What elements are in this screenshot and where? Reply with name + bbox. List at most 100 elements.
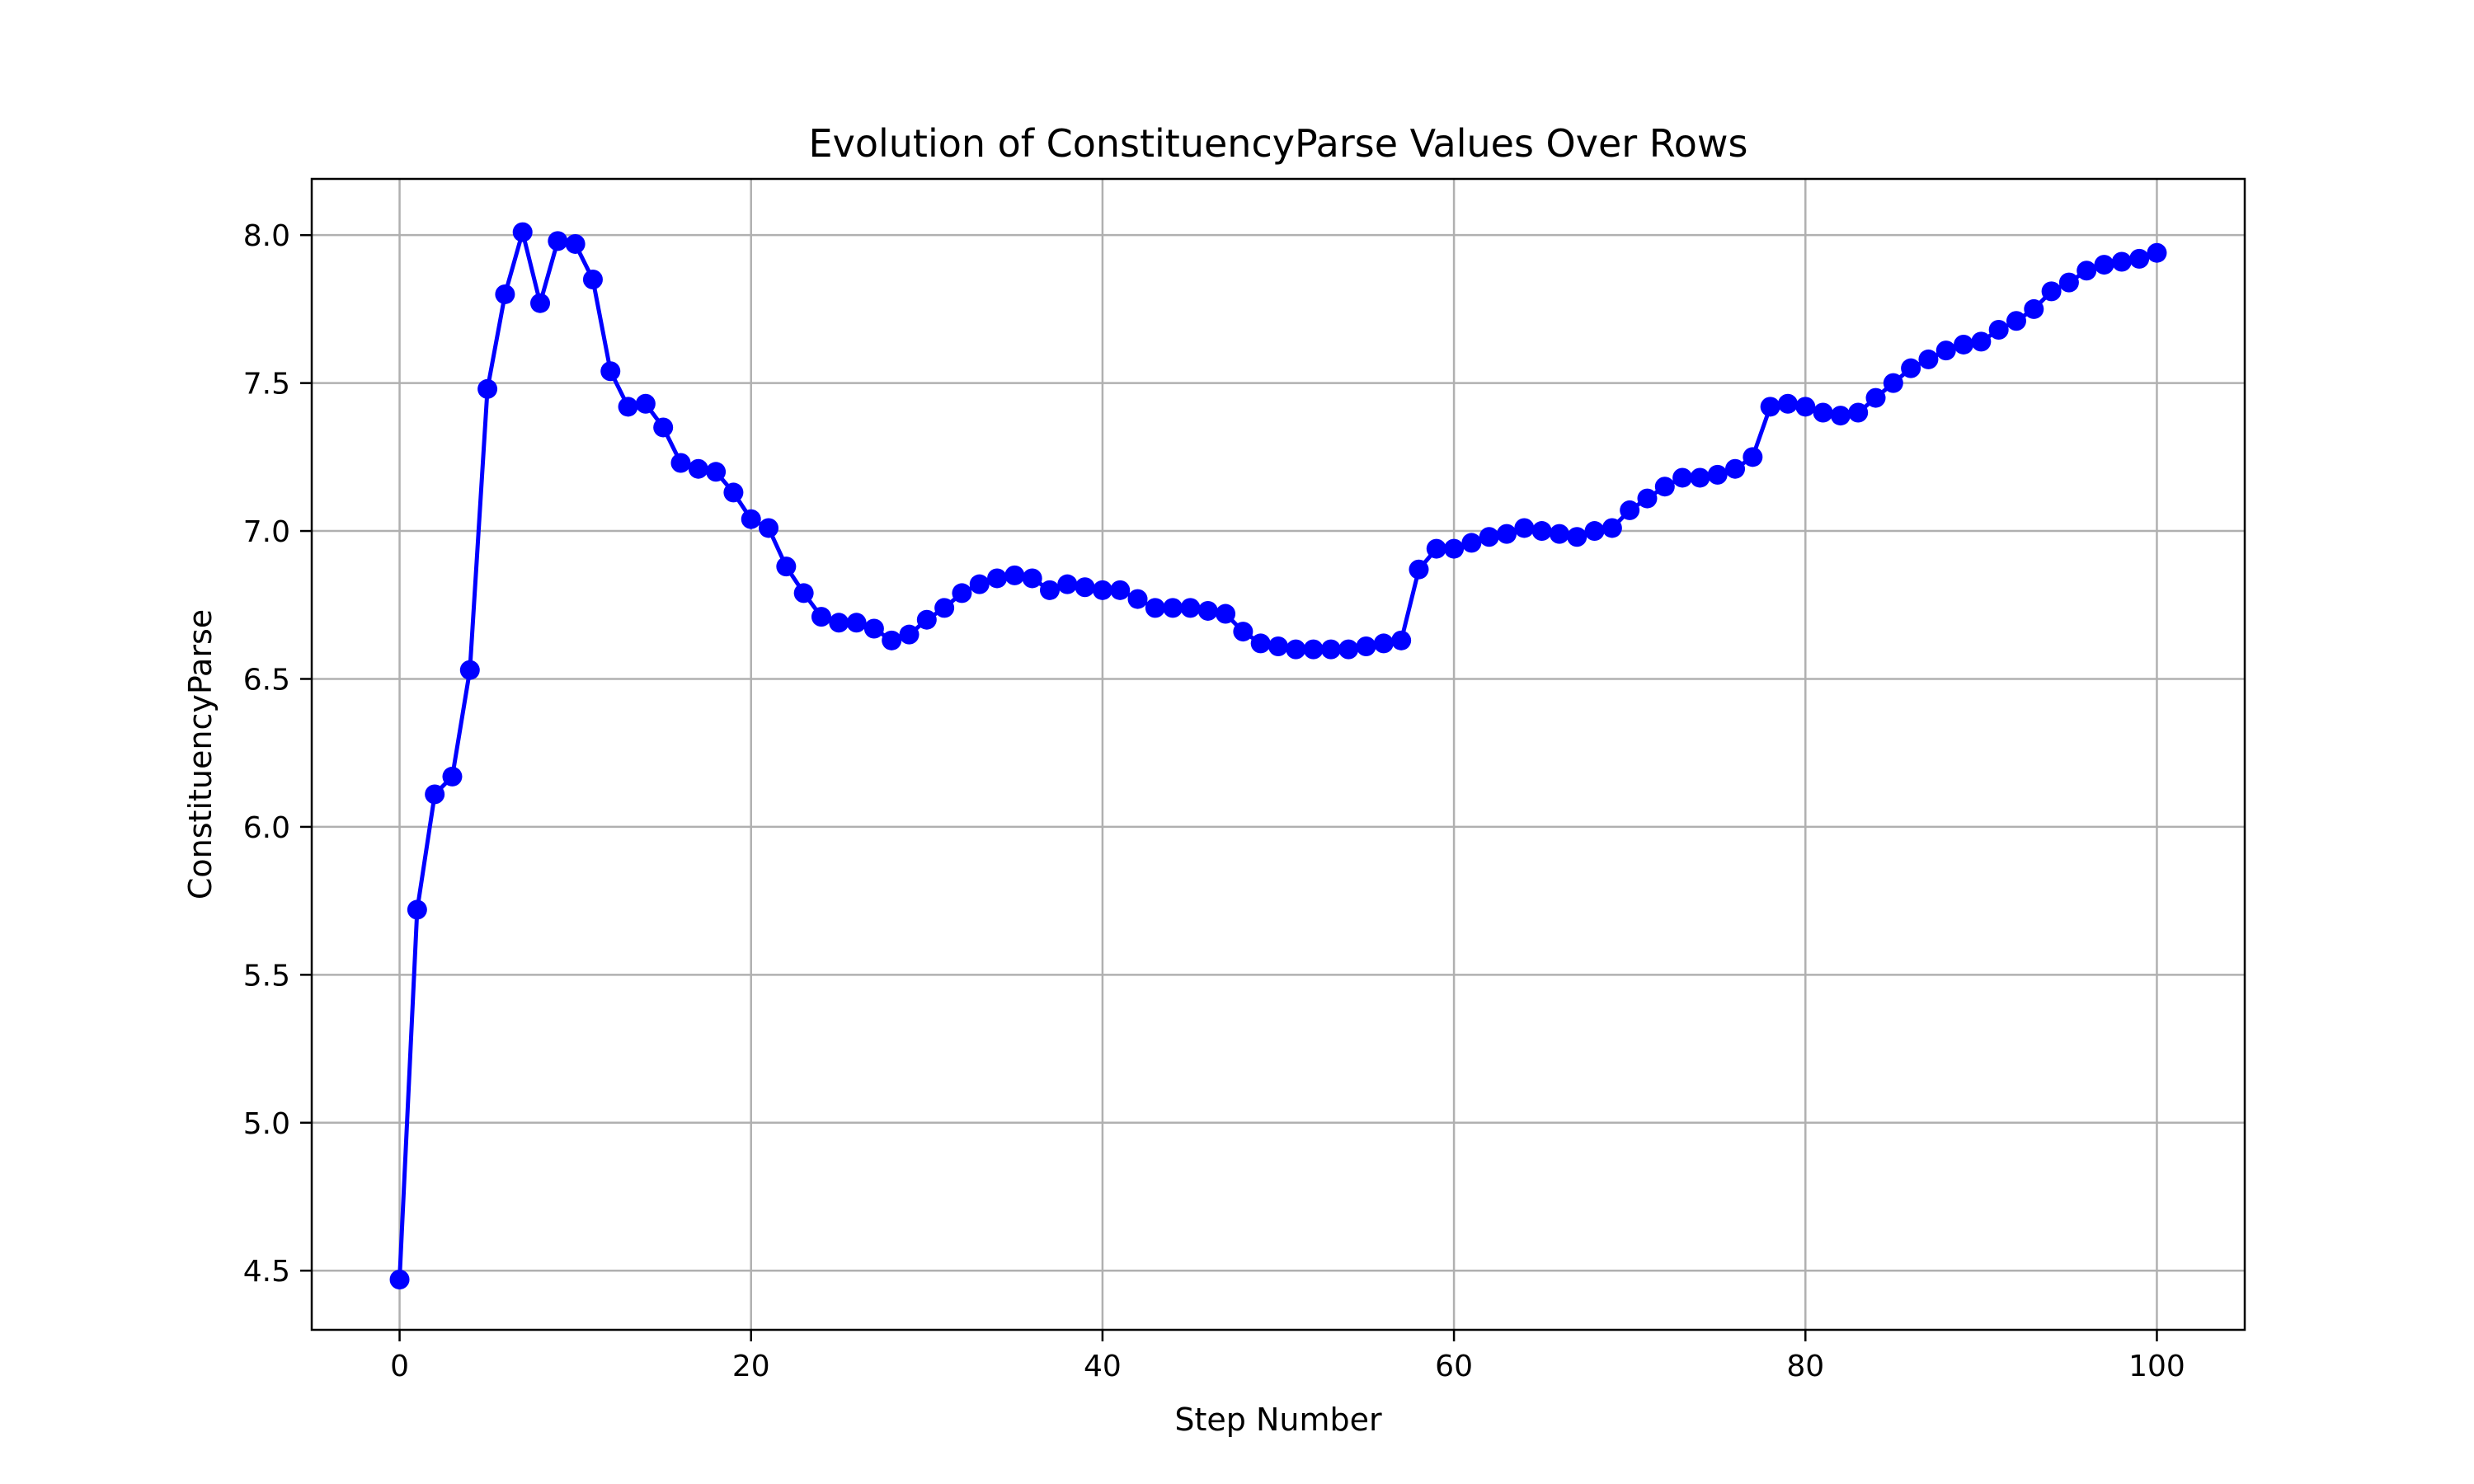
data-point [1039, 580, 1060, 600]
data-point [1426, 538, 1446, 559]
data-point [1813, 402, 1833, 423]
data-point [1022, 568, 1042, 589]
data-point [1268, 636, 1288, 657]
data-point [1110, 580, 1131, 600]
plot-frame [310, 177, 2246, 1331]
data-point [670, 453, 691, 473]
data-point [1286, 639, 1306, 660]
data-point [1654, 477, 1675, 497]
data-point [1004, 565, 1025, 585]
data-point [1971, 331, 1992, 352]
data-point [952, 583, 972, 603]
data-point [2006, 311, 2026, 331]
data-point [2147, 242, 2167, 263]
y-axis-label: ConstituencyParse [182, 609, 219, 899]
data-point [1373, 633, 1394, 654]
data-point [600, 361, 621, 382]
grid-lines [312, 179, 2245, 1330]
data-point [882, 630, 902, 650]
data-point [1725, 458, 1746, 479]
data-point [934, 598, 955, 618]
data-point [477, 378, 498, 399]
data-point [1743, 447, 1763, 467]
data-point [987, 568, 1008, 589]
data-point [1760, 397, 1780, 417]
y-tick-label: 8.0 [243, 219, 290, 253]
data-point [653, 417, 674, 438]
data-point [759, 518, 779, 538]
data-point [1409, 559, 1429, 580]
data-point [2024, 298, 2044, 319]
data-point [1233, 622, 1253, 642]
data-point [2041, 281, 2062, 302]
y-tick-label: 7.5 [243, 368, 290, 402]
y-tick-label: 5.5 [243, 959, 290, 993]
data-point [1637, 488, 1658, 509]
data-point [1918, 349, 1939, 369]
x-tick-label: 60 [1435, 1350, 1473, 1383]
x-tick-label: 20 [732, 1350, 770, 1383]
x-tick-label: 100 [2128, 1350, 2185, 1383]
chart-title: Evolution of ConstituencyParse Values Ov… [809, 121, 1748, 166]
data-point [706, 462, 727, 482]
data-point [2077, 261, 2097, 281]
data-point [1584, 521, 1605, 542]
data-point [1479, 527, 1499, 547]
data-point [512, 222, 533, 242]
y-tick-label: 6.0 [243, 811, 290, 845]
data-point [1514, 518, 1535, 538]
data-point [2111, 251, 2132, 272]
data-point [1935, 340, 1956, 361]
data-point [1075, 577, 1095, 598]
data-point [1830, 406, 1851, 426]
data-point [425, 784, 445, 805]
data-point [829, 613, 849, 633]
data-point [1216, 603, 1236, 624]
data-point [1865, 387, 1886, 408]
data-point [582, 270, 603, 290]
data-point [1145, 598, 1165, 618]
data-point [1602, 518, 1622, 538]
data-point [548, 231, 568, 251]
data-point [916, 609, 937, 630]
data-point [1127, 589, 1148, 609]
data-point [1795, 397, 1816, 417]
data-point [1954, 334, 1974, 355]
data-point [459, 660, 480, 680]
data-point [899, 624, 920, 645]
data-point [565, 233, 586, 254]
data-point [1901, 358, 1921, 378]
x-axis-label: Step Number [1174, 1402, 1382, 1438]
data-point [2129, 248, 2150, 269]
x-tick-label: 40 [1084, 1350, 1122, 1383]
data-point [1391, 630, 1412, 650]
data-point [442, 766, 463, 787]
data-point [793, 583, 814, 603]
data-point [1531, 521, 1552, 542]
data-point [1690, 467, 1710, 488]
data-point [863, 618, 884, 639]
data-point [1180, 598, 1201, 618]
data-point [1567, 527, 1587, 547]
data-point [1197, 600, 1218, 621]
y-tick-label: 6.5 [243, 663, 290, 697]
data-point [1497, 524, 1517, 544]
data-point [723, 482, 744, 503]
data-point [2058, 272, 2079, 293]
y-tick-label: 5.0 [243, 1107, 290, 1141]
data-point [1461, 533, 1482, 553]
data-point [1883, 373, 1903, 393]
x-tick-label: 0 [390, 1350, 409, 1383]
data-point [1320, 639, 1341, 660]
y-tick-label: 7.0 [243, 515, 290, 549]
data-point [846, 613, 867, 633]
data-point [1356, 636, 1376, 657]
data-point [1707, 464, 1728, 485]
data-point [618, 397, 638, 417]
data-point [1250, 633, 1271, 654]
data-point [741, 509, 761, 529]
data-point [1672, 467, 1693, 488]
data-point [2094, 255, 2114, 275]
axis-ticks: 0 20 40 60 80 100 4.5 5.0 5.5 6.0 6.5 7.0 7.5 8.0 [243, 219, 2185, 1383]
